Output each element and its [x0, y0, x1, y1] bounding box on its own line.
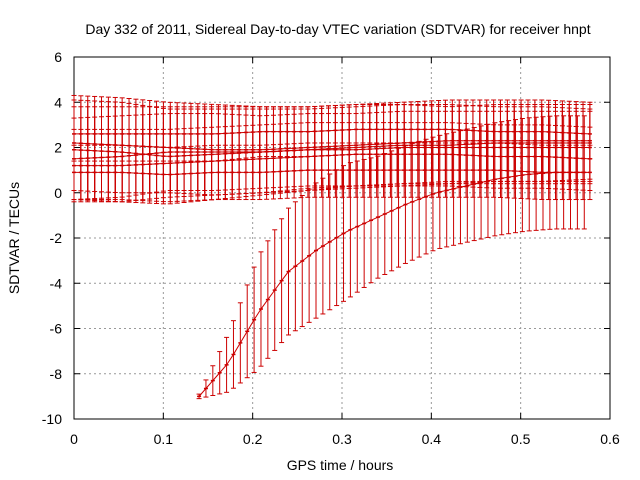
chart-title: Day 332 of 2011, Sidereal Day-to-day VTE…: [85, 21, 590, 37]
x-axis-label: GPS time / hours: [287, 457, 394, 473]
x-tick-label: 0.3: [332, 431, 352, 447]
series-line: [73, 140, 590, 151]
x-axis: 0 0.1 0.2 0.3 0.4 0.5 0.6: [70, 57, 620, 447]
y-tick-label: 6: [54, 49, 62, 65]
y-tick-label: -4: [50, 275, 63, 291]
series-sat-g: [196, 115, 587, 400]
x-tick-label: 0.6: [600, 431, 620, 447]
series-line: [198, 171, 585, 397]
series-line: [74, 169, 590, 176]
series-sat-f: [71, 104, 593, 162]
y-tick-label: -6: [50, 321, 63, 337]
series-line: [73, 142, 590, 157]
y-tick-label: -8: [50, 366, 63, 382]
y-tick-label: 0: [54, 185, 62, 201]
x-tick-label: 0: [70, 431, 78, 447]
series-group: [71, 94, 593, 400]
x-tick-label: 0.2: [243, 431, 263, 447]
y-axis: -10 -8 -6 -4 -2 0 2 4 6: [42, 49, 610, 427]
x-tick-label: 0.5: [511, 431, 531, 447]
x-tick-label: 0.1: [154, 431, 174, 447]
x-tick-label: 0.4: [422, 431, 442, 447]
y-tick-label: 4: [54, 94, 62, 110]
series-line: [74, 128, 590, 135]
series-line: [73, 147, 590, 160]
series-line: [74, 153, 590, 167]
y-tick-label: -10: [42, 411, 62, 427]
y-tick-label: 2: [54, 140, 62, 156]
y-axis-label: SDTVAR / TECUs: [6, 182, 22, 294]
y-tick-label: -2: [50, 230, 63, 246]
